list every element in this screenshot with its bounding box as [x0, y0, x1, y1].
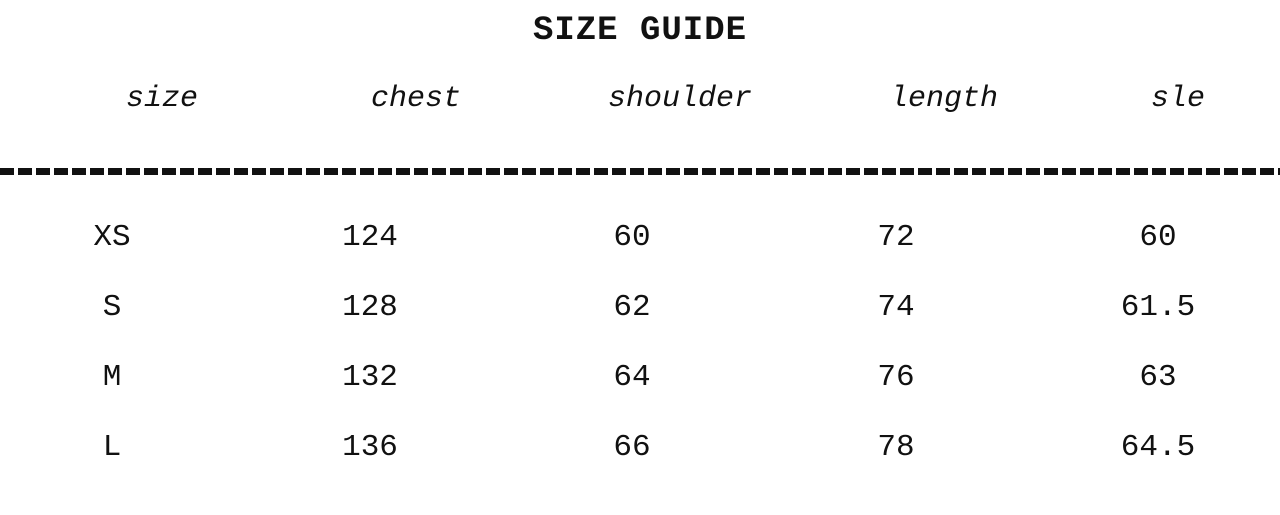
cell-sleeve: 64.5 [1120, 430, 1196, 465]
header-size: size [125, 82, 199, 116]
cell-sleeve: 61.5 [1120, 290, 1196, 325]
cell-length: 76 [877, 360, 915, 395]
cell-chest: 128 [342, 290, 398, 325]
cell-shoulder: 66 [613, 430, 651, 465]
dashed-divider [0, 168, 1280, 175]
cell-length: 78 [877, 430, 915, 465]
cell-length: 72 [877, 220, 915, 255]
cell-shoulder: 60 [613, 220, 651, 255]
header-chest: chest [370, 82, 462, 116]
cell-sleeve: 63 [1139, 360, 1177, 395]
cell-length: 74 [877, 290, 915, 325]
cell-chest: 136 [342, 430, 398, 465]
header-shoulder: shoulder [607, 82, 753, 116]
cell-size: L [102, 430, 122, 465]
page-title: SIZE GUIDE [532, 12, 748, 50]
cell-chest: 132 [342, 360, 398, 395]
cell-shoulder: 64 [613, 360, 651, 395]
cell-size: M [102, 360, 122, 395]
cell-shoulder: 62 [613, 290, 651, 325]
cell-chest: 124 [342, 220, 398, 255]
cell-sleeve: 60 [1139, 220, 1177, 255]
cell-size: S [102, 290, 122, 325]
header-sleeve: sle [1150, 82, 1206, 116]
cell-size: XS [93, 220, 131, 255]
header-length: length [889, 82, 999, 116]
